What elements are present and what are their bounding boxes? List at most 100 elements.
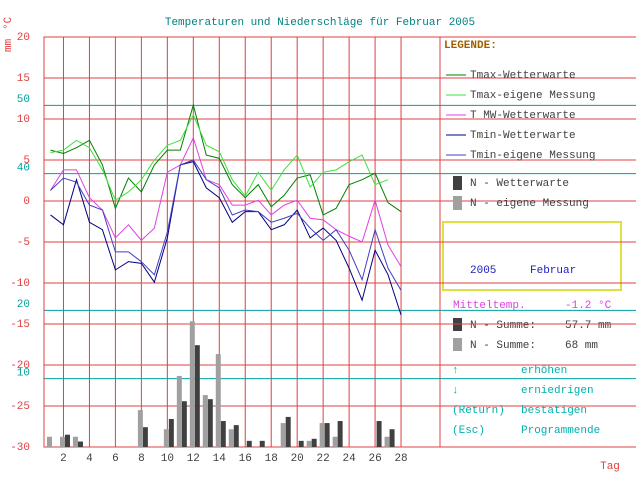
month: Februar — [530, 265, 576, 277]
bar — [324, 423, 330, 447]
sum2-label: N - Summe: — [470, 340, 536, 352]
bar — [142, 427, 148, 447]
bar — [298, 440, 304, 447]
legend-label: Tmax-eigene Messung — [470, 90, 595, 102]
help-key: ↓ — [452, 385, 459, 397]
y-tick-label: 10 — [17, 114, 30, 126]
x-tick-label: 20 — [291, 453, 304, 465]
x-tick-label: 4 — [86, 453, 93, 465]
help-text: erhöhen — [521, 365, 567, 377]
plot-frame — [43, 36, 441, 448]
y-tick-label: -10 — [10, 278, 30, 290]
help-key: (Return) — [452, 405, 505, 417]
x-tick-label: 28 — [394, 453, 407, 465]
x-tick-label: 18 — [265, 453, 278, 465]
bar — [46, 436, 52, 447]
bar — [376, 421, 382, 447]
bar — [332, 436, 338, 447]
y-tick-label: 0 — [23, 196, 30, 208]
bar — [220, 421, 226, 447]
sum1-value: 57.7 mm — [565, 320, 612, 332]
bar — [207, 399, 213, 447]
y-tick-label: -15 — [10, 319, 30, 331]
bar — [168, 418, 174, 447]
bar — [280, 423, 286, 447]
legend-label: Tmax-Wetterwarte — [470, 70, 576, 82]
x-tick-label: 8 — [138, 453, 145, 465]
sum1-label: N - Summe: — [470, 320, 536, 332]
y-tick-label: 20 — [17, 32, 30, 44]
x-tick-label: 24 — [343, 453, 357, 465]
y-tick-label: -30 — [10, 442, 30, 454]
y-unit: °C — [3, 16, 15, 30]
legend-title: LEGENDE: — [444, 40, 497, 52]
mean-value: -1.2 °C — [565, 300, 612, 312]
line — [50, 113, 389, 201]
legend-label: Tmin-eigene Messung — [470, 150, 595, 162]
help-key: ↑ — [452, 365, 459, 377]
legend-label: N - Wetterwarte — [470, 178, 569, 190]
legend-label: N - eigene Messung — [470, 198, 589, 210]
bar — [319, 423, 325, 447]
bar — [59, 436, 65, 447]
bar — [189, 321, 195, 447]
bar — [246, 440, 252, 447]
legend-swatch — [453, 176, 462, 190]
bar — [163, 429, 169, 447]
bar — [137, 410, 143, 447]
y-tick-label: -25 — [10, 401, 30, 413]
bar — [176, 375, 182, 447]
x-tick-label: 2 — [60, 453, 67, 465]
line — [50, 159, 402, 291]
bar — [311, 438, 317, 447]
sum2-swatch — [453, 338, 462, 351]
x-tick-label: 14 — [213, 453, 227, 465]
y-tick-label: 5 — [23, 155, 30, 167]
y2-tick-label: 50 — [17, 94, 30, 106]
legend-label: Tmin-Wetterwarte — [470, 130, 576, 142]
x-tick-label: 16 — [239, 453, 252, 465]
bar — [384, 436, 390, 447]
legend-swatch — [453, 196, 462, 210]
y-tick-label: -5 — [17, 237, 30, 249]
line — [50, 136, 402, 267]
help-text: erniedrigen — [521, 385, 594, 397]
date-box — [442, 221, 622, 291]
x-tick-label: 10 — [161, 453, 174, 465]
y2-tick-label: 10 — [17, 368, 30, 380]
x-tick-label: 6 — [112, 453, 119, 465]
line — [50, 103, 402, 216]
line — [50, 161, 402, 316]
bar — [228, 429, 234, 447]
bar — [285, 416, 291, 447]
y2-unit: mm — [3, 38, 15, 52]
y2-tick-label: 20 — [17, 299, 30, 311]
bar — [181, 401, 187, 447]
x-tick-label: 12 — [187, 453, 200, 465]
help-text: bestätigen — [521, 405, 587, 417]
bar — [194, 345, 200, 447]
help-key: (Esc) — [452, 425, 485, 437]
legend-label: T MW-Wetterwarte — [470, 110, 576, 122]
y-tick-label: 15 — [17, 73, 30, 85]
bar — [77, 441, 83, 447]
bar — [259, 440, 265, 447]
bar — [64, 434, 70, 447]
bar — [389, 429, 395, 447]
year: 2005 — [470, 265, 496, 277]
mean-label: Mitteltemp. — [453, 300, 526, 312]
bar — [233, 425, 239, 447]
bar — [202, 395, 208, 447]
bar — [72, 436, 78, 447]
bar — [215, 354, 221, 447]
y-tick-label: -20 — [10, 360, 30, 372]
help-text: Programmende — [521, 425, 600, 437]
bar — [337, 421, 343, 447]
chart-title: Temperaturen und Niederschläge für Febru… — [165, 17, 475, 29]
x-label: Tag — [600, 461, 620, 473]
bar — [306, 440, 312, 447]
x-tick-label: 22 — [317, 453, 330, 465]
x-tick-label: 26 — [368, 453, 381, 465]
sum2-value: 68 mm — [565, 340, 598, 352]
